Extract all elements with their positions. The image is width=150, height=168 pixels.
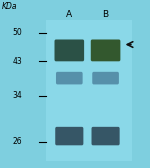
Text: A: A (66, 10, 72, 19)
FancyBboxPatch shape (92, 127, 120, 145)
Text: 34: 34 (12, 91, 22, 100)
Text: 26: 26 (12, 137, 22, 146)
FancyBboxPatch shape (55, 127, 83, 145)
FancyBboxPatch shape (91, 39, 120, 61)
FancyBboxPatch shape (92, 72, 119, 84)
FancyBboxPatch shape (56, 72, 83, 84)
Text: B: B (102, 10, 109, 19)
FancyBboxPatch shape (54, 39, 84, 61)
Text: 50: 50 (12, 28, 22, 37)
Text: 43: 43 (12, 57, 22, 66)
Text: KDa: KDa (2, 2, 17, 11)
FancyBboxPatch shape (46, 20, 132, 161)
